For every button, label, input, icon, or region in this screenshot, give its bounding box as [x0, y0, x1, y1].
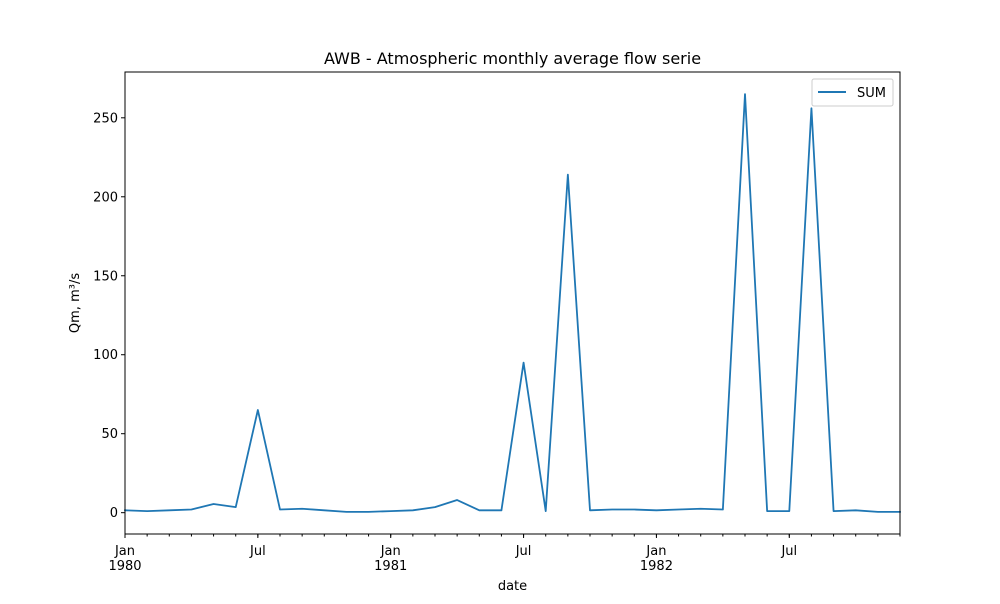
x-tick-label: Jan — [114, 544, 135, 559]
x-tick-label: Jul — [780, 544, 797, 559]
y-tick-label: 50 — [101, 427, 118, 442]
legend-box — [811, 78, 894, 107]
y-axis-title: Qm, m³/s — [68, 273, 83, 333]
x-tick-label: Jan — [645, 544, 666, 559]
y-tick-label: 0 — [110, 506, 118, 521]
x-tick-year-label: 1980 — [108, 559, 141, 574]
y-tick-label: 200 — [93, 190, 118, 205]
y-tick-label: 250 — [93, 111, 118, 126]
legend: SUM — [811, 78, 894, 107]
series-line-sum — [124, 93, 901, 513]
legend-label: SUM — [857, 86, 886, 101]
y-tick-label: 100 — [93, 348, 118, 363]
x-tick-label: Jul — [515, 544, 532, 559]
chart-title: AWB - Atmospheric monthly average flow s… — [324, 49, 701, 68]
x-tick-year-label: 1982 — [640, 559, 673, 574]
plot-frame — [124, 71, 901, 535]
x-tick-year-label: 1981 — [374, 559, 407, 574]
x-tick-label: Jul — [249, 544, 266, 559]
y-tick-label: 150 — [93, 269, 118, 284]
x-axis-title: date — [498, 579, 527, 594]
x-tick-label: Jan — [380, 544, 401, 559]
